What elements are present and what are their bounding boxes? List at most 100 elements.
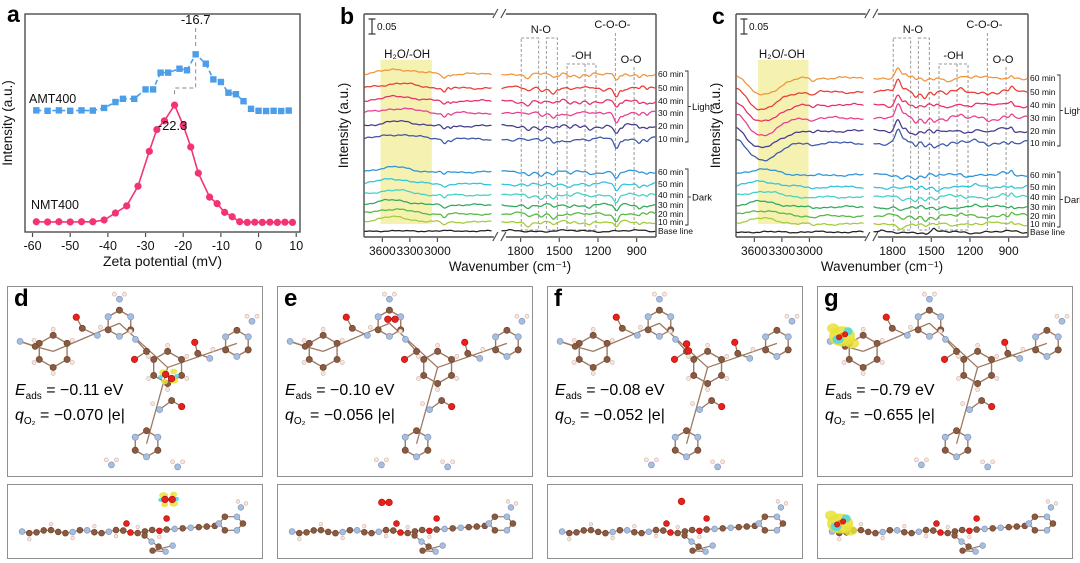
ftir-chart-b: 3600 3300 3000 1800 1500 1200 900 Wavenumber (c…: [336, 8, 713, 274]
svg-text:900: 900: [999, 244, 1019, 258]
svg-text:60 min: 60 min: [1030, 170, 1056, 180]
eads-value-e: Eads = −0.10 eV: [285, 382, 395, 403]
panel-a-label: a: [7, 1, 20, 27]
svg-text:-60: -60: [23, 239, 41, 253]
panel-c-ftir-amt400: c 3600 3300 3000 1800 1500 1200 900 Wavenumber …: [708, 0, 1080, 280]
qo2-value-f: qO₂ = −0.052 |e|: [555, 407, 665, 428]
svg-text:Light: Light: [1064, 106, 1080, 117]
panel-g-top-view: g Eads = −0.79 eV qO₂ = −0.655 |e|: [817, 285, 1073, 477]
svg-text:1500: 1500: [546, 244, 573, 258]
panel-d-side-view: [7, 484, 263, 559]
svg-text:NMT400: NMT400: [31, 198, 79, 212]
svg-text:O-O: O-O: [993, 54, 1014, 66]
eads-value-g: Eads = −0.79 eV: [825, 382, 935, 403]
panel-g-values: Eads = −0.79 eV qO₂ = −0.655 |e|: [825, 379, 935, 429]
panel-f-side-view: [547, 484, 803, 559]
svg-text:30 min: 30 min: [1030, 113, 1056, 123]
svg-text:N-O: N-O: [903, 24, 924, 36]
svg-text:Dark: Dark: [1064, 195, 1080, 206]
panel-f-values: Eads = −0.08 eV qO₂ = −0.052 |e|: [555, 379, 665, 429]
svg-text:-40: -40: [99, 239, 117, 253]
svg-text:AMT400: AMT400: [29, 92, 76, 106]
panel-e-side-view: [277, 484, 533, 559]
eads-value-d: Eads = −0.11 eV: [15, 382, 124, 403]
panel-c-label: c: [712, 3, 725, 29]
panel-e-top-view: e Eads = −0.10 eV qO₂ = −0.056 |e|: [277, 285, 533, 477]
svg-text:60 min: 60 min: [658, 167, 684, 177]
svg-text:20 min: 20 min: [1030, 126, 1056, 136]
svg-text:C-O-O-: C-O-O-: [966, 19, 1002, 31]
svg-text:10 min: 10 min: [1030, 138, 1056, 148]
svg-text:-10: -10: [212, 239, 230, 253]
molecule-top-view-g: [826, 291, 1070, 471]
svg-text:-50: -50: [61, 239, 79, 253]
svg-text:3000: 3000: [796, 244, 823, 258]
svg-text:N-O: N-O: [531, 24, 552, 36]
svg-text:1800: 1800: [879, 244, 906, 258]
svg-text:60 min: 60 min: [658, 69, 684, 79]
svg-text:Base line: Base line: [1030, 227, 1065, 237]
svg-text:20 min: 20 min: [1030, 211, 1056, 221]
molecule-top-view-e: [286, 291, 530, 471]
svg-text:Base line: Base line: [658, 226, 693, 236]
svg-text:1800: 1800: [507, 244, 534, 258]
svg-text:Zeta potential (mV): Zeta potential (mV): [103, 253, 222, 269]
top-row: a -60 -50 -40 -30 -20 -10 0 10 Zeta potential (m…: [0, 0, 1080, 280]
panel-g: g Eads = −0.79 eV qO₂ = −0.655 |e|: [810, 280, 1080, 563]
panel-g-label: g: [824, 285, 839, 312]
svg-text:Wavenumber (cm⁻¹): Wavenumber (cm⁻¹): [821, 259, 943, 274]
molecule-top-view-f: [556, 291, 800, 471]
svg-text:3600: 3600: [369, 244, 396, 258]
svg-text:10: 10: [289, 239, 303, 253]
qo2-value-d: qO₂ = −0.070 |e|: [15, 407, 125, 428]
svg-text:50 min: 50 min: [1030, 87, 1056, 97]
svg-text:40 min: 40 min: [1030, 100, 1056, 110]
svg-text:40 min: 40 min: [1030, 192, 1056, 202]
svg-text:40 min: 40 min: [658, 96, 684, 106]
molecule-side-view-e: [288, 498, 519, 555]
svg-text:-20: -20: [174, 239, 192, 253]
svg-text:-OH: -OH: [943, 50, 963, 62]
svg-text:1200: 1200: [585, 244, 612, 258]
panel-d-top-view: d Eads = −0.11 eV qO₂ = −0.070 |e|: [7, 285, 263, 477]
svg-text:H₂O/-OH: H₂O/-OH: [759, 49, 805, 61]
svg-text:Wavenumber (cm⁻¹): Wavenumber (cm⁻¹): [449, 259, 571, 274]
eads-value-f: Eads = −0.08 eV: [555, 382, 665, 403]
svg-text:30 min: 30 min: [658, 200, 684, 210]
ftir-chart-c: 3600 3300 3000 1800 1500 1200 900 Wavenumber (c…: [708, 8, 1080, 274]
molecule-side-view-d: [18, 491, 249, 555]
panel-f: f Eads = −0.08 eV qO₂ = −0.052 |e|: [540, 280, 810, 563]
svg-text:Intensity (a.u.): Intensity (a.u.): [336, 83, 351, 169]
svg-text:10 min: 10 min: [658, 217, 684, 227]
svg-text:10 min: 10 min: [1030, 219, 1056, 229]
svg-text:0.05: 0.05: [377, 22, 397, 33]
panel-e-values: Eads = −0.10 eV qO₂ = −0.056 |e|: [285, 379, 395, 429]
svg-text:30 min: 30 min: [1030, 202, 1056, 212]
svg-text:1500: 1500: [918, 244, 945, 258]
panel-e: e Eads = −0.10 eV qO₂ = −0.056 |e|: [270, 280, 540, 563]
svg-text:50 min: 50 min: [658, 83, 684, 93]
svg-text:1200: 1200: [957, 244, 984, 258]
svg-text:0.05: 0.05: [749, 22, 769, 33]
svg-text:Light: Light: [692, 102, 713, 113]
svg-text:3600: 3600: [741, 244, 768, 258]
svg-text:Dark: Dark: [692, 193, 712, 204]
svg-text:3300: 3300: [769, 244, 796, 258]
svg-text:20 min: 20 min: [658, 209, 684, 219]
qo2-value-e: qO₂ = −0.056 |e|: [285, 407, 395, 428]
svg-text:50 min: 50 min: [658, 179, 684, 189]
svg-text:10 min: 10 min: [658, 134, 684, 144]
svg-text:-16.7: -16.7: [181, 12, 211, 27]
svg-text:C-O-O-: C-O-O-: [594, 19, 630, 31]
molecule-side-view-f: [558, 497, 789, 555]
svg-text:3300: 3300: [397, 244, 424, 258]
adsorption-panels-row: d Eads = −0.11 eV qO₂ = −0.070 |e| e Ead…: [0, 280, 1080, 563]
panel-f-top-view: f Eads = −0.08 eV qO₂ = −0.052 |e|: [547, 285, 803, 477]
molecule-side-view-g: [825, 499, 1059, 555]
svg-text:900: 900: [627, 244, 647, 258]
svg-text:Intensity (a.u.): Intensity (a.u.): [708, 83, 723, 169]
panel-b-ftir-nmt400: b 3600 3300 3000 1800 1500 1200 900 Wavenumber …: [336, 0, 713, 280]
svg-text:-OH: -OH: [571, 50, 591, 62]
qo2-value-g: qO₂ = −0.655 |e|: [825, 407, 935, 428]
